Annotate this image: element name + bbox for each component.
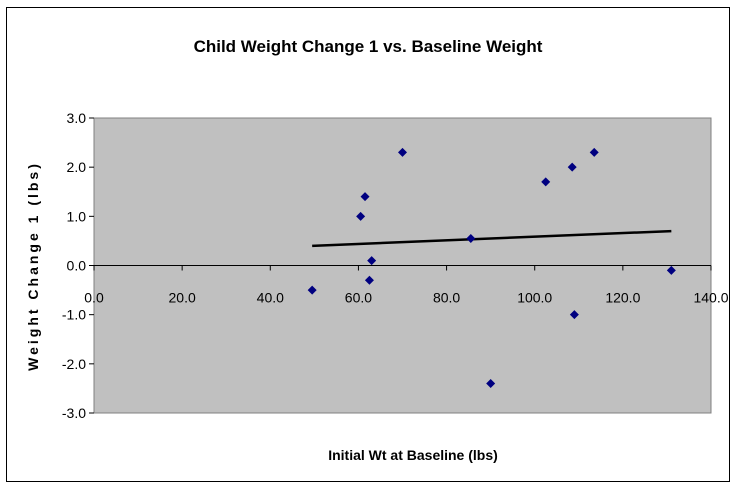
scatter-chart: Child Weight Change 1 vs. Baseline Weigh… [25,37,729,463]
y-tick-label: -2.0 [62,356,86,372]
x-tick-label: 40.0 [257,290,284,306]
x-tick-label: 80.0 [433,290,460,306]
data-point [567,162,577,172]
chart-frame: Child Weight Change 1 vs. Baseline Weigh… [6,7,730,482]
y-tick-label: 1.0 [67,208,87,224]
data-point [364,275,374,285]
data-point [307,285,317,295]
data-point [360,192,370,202]
data-point [666,265,676,275]
y-axis-title: Weight Change 1 (lbs) [25,161,41,371]
y-tick-label: 3.0 [67,110,87,126]
x-axis-title: Initial Wt at Baseline (lbs) [328,447,498,463]
data-point [466,233,476,243]
data-point [367,256,377,266]
data-point [398,147,407,157]
data-point [541,177,551,187]
x-tick-label: 140.0 [693,290,728,306]
chart-title: Child Weight Change 1 vs. Baseline Weigh… [194,37,543,56]
x-tick-label: 120.0 [605,290,640,306]
data-point [589,147,599,157]
data-point [356,211,366,221]
x-tick-label: 60.0 [345,290,372,306]
trendline-group [312,229,672,248]
x-axis-ticks: 0.0 20.0 40.0 60.0 80.0 100.0 120.0 140.0 [84,265,729,306]
y-axis-ticks: 3.0 2.0 1.0 0.0 -1.0 -2.0 -3.0 [62,110,94,421]
trendline [312,229,672,248]
data-point [569,310,579,320]
y-tick-label: -3.0 [62,405,86,421]
x-tick-label: 100.0 [517,290,552,306]
y-tick-label: 2.0 [67,159,87,175]
x-tick-label: 0.0 [84,290,104,306]
x-tick-label: 20.0 [169,290,196,306]
data-point [486,379,496,388]
y-tick-label: -1.0 [62,307,86,323]
data-points [307,147,676,388]
y-tick-label: 0.0 [67,258,87,274]
